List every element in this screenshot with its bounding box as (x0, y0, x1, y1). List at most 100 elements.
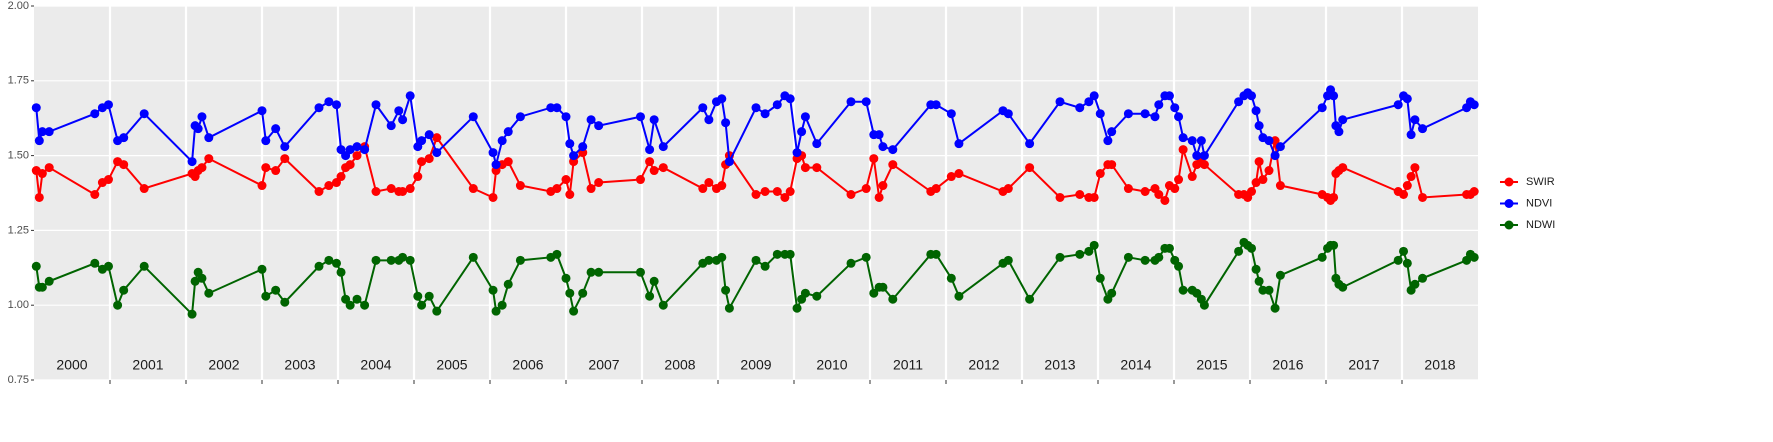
legend-label: SWIR (1526, 176, 1555, 188)
data-point (394, 106, 404, 116)
data-point (1329, 192, 1339, 202)
data-point (424, 291, 434, 301)
y-tick-label: 1.75 (8, 75, 29, 87)
data-point (1264, 136, 1274, 146)
data-point (468, 252, 478, 262)
data-point (785, 94, 795, 104)
data-point (561, 112, 571, 122)
data-point (257, 106, 267, 116)
year-label: 2000 (56, 357, 87, 373)
data-point (1338, 115, 1348, 125)
data-point (1025, 139, 1035, 149)
data-point (413, 291, 423, 301)
data-point (1103, 136, 1113, 146)
data-point (1084, 246, 1094, 256)
data-point (1393, 255, 1403, 265)
data-point (861, 184, 871, 194)
data-point (812, 163, 822, 173)
data-point (1075, 249, 1085, 259)
data-point (1264, 285, 1274, 295)
data-point (1187, 172, 1197, 182)
data-point (724, 303, 734, 313)
data-point (90, 189, 100, 199)
data-point (331, 100, 341, 110)
data-point (760, 261, 770, 271)
data-point (578, 142, 588, 152)
data-point (405, 255, 415, 265)
year-label: 2008 (664, 357, 695, 373)
data-point (1107, 127, 1117, 137)
data-point (594, 178, 604, 188)
data-point (874, 130, 884, 140)
data-point (1154, 252, 1164, 262)
data-point (1055, 97, 1065, 107)
data-point (1055, 192, 1065, 202)
data-point (635, 112, 645, 122)
year-label: 2005 (436, 357, 467, 373)
data-point (586, 115, 596, 125)
data-point (417, 136, 427, 146)
data-point (1174, 112, 1184, 122)
data-point (552, 249, 562, 259)
data-point (704, 255, 714, 265)
data-point (1170, 103, 1180, 113)
data-point (271, 166, 281, 176)
data-point (261, 291, 271, 301)
data-point (1418, 124, 1428, 134)
data-point (371, 255, 381, 265)
data-point (90, 258, 100, 268)
data-point (569, 151, 579, 161)
data-point (44, 276, 54, 286)
data-point (780, 192, 790, 202)
data-point (878, 142, 888, 152)
data-point (103, 261, 113, 271)
data-point (336, 267, 346, 277)
data-point (1089, 240, 1099, 250)
data-point (386, 184, 396, 194)
data-point (352, 142, 362, 152)
data-point (1410, 279, 1420, 289)
data-point (314, 261, 324, 271)
data-point (139, 109, 149, 119)
data-point (1089, 91, 1099, 101)
data-point (1275, 181, 1285, 191)
data-point (515, 181, 525, 191)
data-point (417, 157, 427, 167)
data-point (721, 285, 731, 295)
data-point (1178, 145, 1188, 155)
data-point (578, 288, 588, 298)
data-point (772, 187, 782, 197)
data-point (1469, 252, 1479, 262)
data-point (1170, 184, 1180, 194)
legend-label: NDWI (1526, 219, 1555, 231)
legend-label: NDVI (1526, 197, 1552, 209)
data-point (586, 267, 596, 277)
data-point (271, 285, 281, 295)
data-point (800, 112, 810, 122)
data-point (257, 264, 267, 274)
data-point (314, 187, 324, 197)
data-point (491, 160, 501, 170)
data-point (1329, 91, 1339, 101)
y-tick-label: 1.00 (8, 299, 29, 311)
data-point (324, 97, 334, 107)
data-point (751, 255, 761, 265)
data-point (658, 142, 668, 152)
data-point (1275, 142, 1285, 152)
data-point (1338, 282, 1348, 292)
data-point (193, 124, 203, 134)
data-point (1247, 187, 1257, 197)
data-point (139, 261, 149, 271)
data-point (413, 172, 423, 182)
data-point (1329, 240, 1339, 250)
data-point (792, 148, 802, 158)
data-point (1270, 151, 1280, 161)
data-point (946, 109, 956, 119)
data-point (352, 151, 362, 161)
data-point (846, 258, 856, 268)
data-point (1317, 252, 1327, 262)
data-point (565, 189, 575, 199)
data-point (721, 118, 731, 128)
data-point (31, 261, 41, 271)
data-point (37, 127, 47, 137)
